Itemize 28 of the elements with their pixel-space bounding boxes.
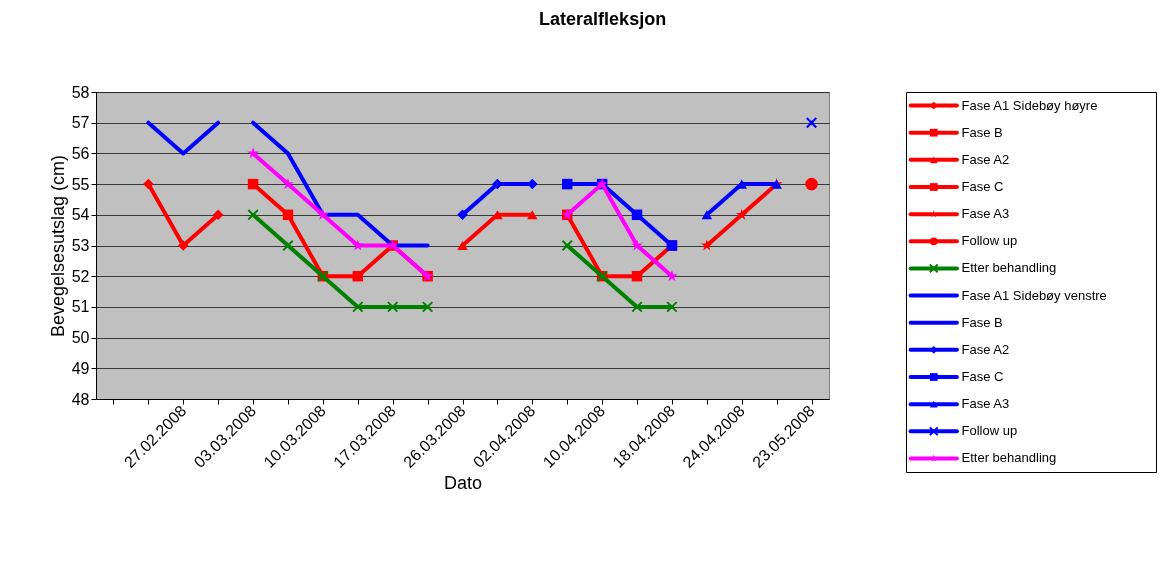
y-tick-label: 53	[71, 237, 90, 254]
y-tick-label: 48	[71, 390, 90, 408]
y-tick-label: 51	[71, 298, 90, 316]
y-tick-label: 52	[71, 267, 90, 285]
legend-label: Fase C	[961, 179, 1004, 194]
y-tick-label: 57	[71, 114, 90, 132]
y-tick-label: 49	[71, 359, 90, 377]
legend-label: Fase C	[961, 369, 1004, 384]
legend-label: Fase A2	[961, 341, 1010, 357]
legend-label: Follow up	[961, 423, 1018, 439]
chart-title: Lateralfleksjon	[539, 8, 667, 29]
legend-label: Fase A3	[961, 396, 1010, 412]
y-tick-label: 58	[71, 83, 90, 101]
legend-label: Fase A1 Sidebøy venstre	[961, 287, 1107, 303]
legend-label: Fase A1 Sidebøy høyre	[961, 97, 1098, 113]
y-tick-label: 55	[71, 175, 90, 193]
y-axis-title: Bevegelsesutslag (cm)	[47, 154, 68, 338]
x-axis-title: Dato	[443, 472, 483, 493]
legend-label: Fase B	[961, 124, 1003, 140]
legend-label: Fase B	[961, 314, 1003, 330]
legend-label: Fase A3	[961, 206, 1010, 222]
legend-label: Follow up	[961, 233, 1018, 249]
legend-label: Etter behandling	[961, 260, 1057, 276]
y-tick-label: 50	[71, 329, 90, 347]
legend-label: Etter behandling	[961, 450, 1057, 466]
legend-label: Fase A2	[961, 151, 1010, 167]
y-tick-label: 54	[71, 206, 90, 224]
y-tick-label: 56	[71, 144, 90, 162]
